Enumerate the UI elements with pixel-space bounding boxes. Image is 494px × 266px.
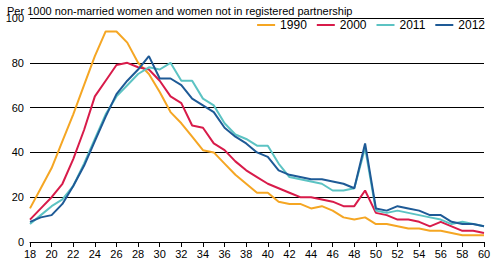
svg-text:56: 56 bbox=[435, 248, 447, 260]
svg-text:28: 28 bbox=[132, 248, 144, 260]
svg-text:2000: 2000 bbox=[340, 18, 367, 32]
svg-text:18: 18 bbox=[24, 248, 36, 260]
svg-text:22: 22 bbox=[67, 248, 79, 260]
svg-text:2011: 2011 bbox=[400, 18, 426, 32]
svg-text:54: 54 bbox=[413, 248, 425, 260]
svg-text:58: 58 bbox=[456, 248, 468, 260]
svg-text:50: 50 bbox=[370, 248, 382, 260]
svg-text:30: 30 bbox=[154, 248, 166, 260]
svg-text:44: 44 bbox=[305, 248, 317, 260]
svg-text:48: 48 bbox=[348, 248, 360, 260]
svg-text:20: 20 bbox=[45, 248, 57, 260]
svg-text:40: 40 bbox=[262, 248, 274, 260]
svg-text:20: 20 bbox=[12, 191, 24, 203]
svg-text:40: 40 bbox=[12, 146, 24, 158]
svg-text:42: 42 bbox=[283, 248, 295, 260]
svg-text:52: 52 bbox=[391, 248, 403, 260]
svg-text:2012: 2012 bbox=[458, 18, 485, 32]
svg-text:36: 36 bbox=[218, 248, 230, 260]
svg-text:60: 60 bbox=[12, 102, 24, 114]
svg-text:Per 1000 non-married women and: Per 1000 non-married women and women not… bbox=[7, 5, 352, 17]
svg-text:60: 60 bbox=[478, 248, 490, 260]
svg-text:1990: 1990 bbox=[280, 18, 307, 32]
svg-text:100: 100 bbox=[5, 12, 24, 24]
svg-text:38: 38 bbox=[240, 248, 252, 260]
svg-text:0: 0 bbox=[18, 236, 24, 248]
svg-text:80: 80 bbox=[12, 57, 24, 69]
svg-text:46: 46 bbox=[327, 248, 339, 260]
svg-text:34: 34 bbox=[197, 248, 209, 260]
svg-text:26: 26 bbox=[110, 248, 122, 260]
svg-text:24: 24 bbox=[89, 248, 101, 260]
svg-text:32: 32 bbox=[175, 248, 187, 260]
